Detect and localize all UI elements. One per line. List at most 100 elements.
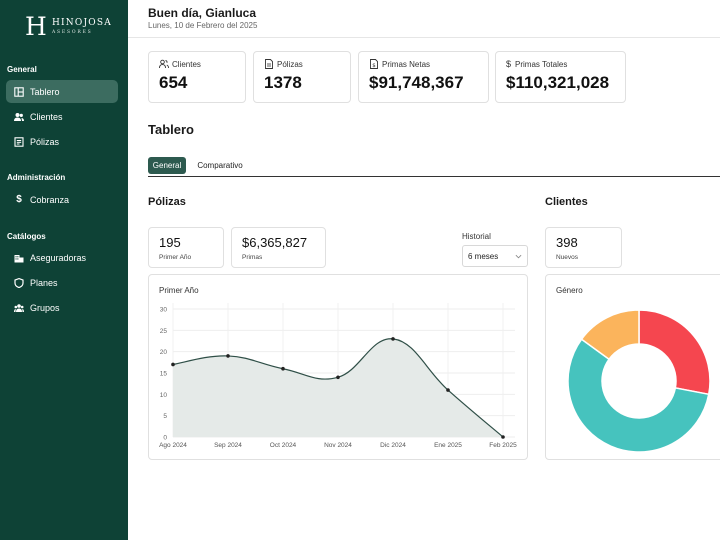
- nav-section-administracion: Administración: [7, 173, 66, 182]
- kpi-value: 398: [556, 235, 578, 250]
- dollar-icon: $: [16, 194, 22, 205]
- sidebar-item-planes[interactable]: Planes: [6, 271, 118, 294]
- pie-slice: [567, 338, 710, 453]
- stat-label-row: Pólizas: [264, 59, 350, 69]
- sidebar-item-label: Aseguradoras: [30, 252, 87, 263]
- sidebar-item-label: Clientes: [30, 111, 63, 122]
- data-point: [501, 435, 505, 439]
- sidebar-item-grupos[interactable]: Grupos: [6, 296, 118, 319]
- y-tick-label: 5: [163, 413, 167, 420]
- stat-label: Primas Totales: [515, 59, 568, 69]
- x-tick-label: Oct 2024: [270, 442, 297, 449]
- y-tick-label: 0: [163, 435, 167, 442]
- y-tick-label: 10: [160, 392, 168, 399]
- users-icon: [14, 112, 24, 122]
- pie-slice: [638, 309, 711, 396]
- sidebar-item-label: Planes: [30, 277, 58, 288]
- stat-card-primas-totales: $ Primas Totales $110,321,028: [495, 51, 626, 103]
- stat-value: 654: [159, 73, 188, 92]
- kpi-nuevos: 398 Nuevos: [545, 227, 622, 268]
- shield-icon: [14, 277, 24, 288]
- page-title: Tablero: [148, 122, 194, 137]
- sidebar-item-label: Pólizas: [30, 136, 60, 147]
- historial-value: 6 meses: [468, 251, 499, 261]
- logo-subtitle: ASESORES: [52, 30, 93, 35]
- historial-label: Historial: [462, 232, 491, 241]
- logo-letter: H: [25, 12, 47, 41]
- logo-text: HINOJOSA ASESORES: [52, 18, 112, 36]
- greeting: Buen día, Gianluca: [148, 6, 257, 20]
- stat-card-polizas: Pólizas 1378: [253, 51, 351, 103]
- data-point: [446, 388, 450, 392]
- current-date: Lunes, 10 de Febrero del 2025: [148, 21, 258, 30]
- sidebar-item-polizas[interactable]: Pólizas: [6, 130, 118, 153]
- sidebar-item-label: Cobranza: [30, 194, 70, 205]
- stat-value: $110,321,028: [506, 73, 610, 92]
- chart-title: Género: [556, 286, 583, 295]
- y-tick-label: 30: [160, 307, 168, 314]
- x-tick-label: Nov 2024: [324, 442, 352, 449]
- chart-panel-primer-ano: Primer Año 0 5 10 15 20 25 30 Ago 2024 Sep 2024 O…: [148, 274, 528, 460]
- sidebar-item-clientes[interactable]: Clientes: [6, 105, 118, 128]
- x-tick-label: Dic 2024: [380, 442, 406, 449]
- x-tick-label: Ene 2025: [434, 442, 462, 449]
- kpi-primer-ano: 195 Primer Año: [148, 227, 224, 268]
- kpi-label: Primas: [242, 254, 263, 261]
- stat-value: $91,748,367: [369, 73, 464, 92]
- chevron-down-icon: [515, 254, 522, 259]
- kpi-label: Primer Año: [159, 254, 192, 261]
- stat-label-row: Clientes: [159, 59, 245, 69]
- y-tick-label: 25: [160, 328, 168, 335]
- header-divider: [128, 37, 720, 38]
- stat-card-primas-netas: $ Primas Netas $91,748,367: [358, 51, 489, 103]
- area-fill: [173, 338, 503, 437]
- kpi-primas: $6,365,827 Primas: [231, 227, 326, 268]
- document-dollar-icon: $: [370, 59, 378, 69]
- data-point: [281, 366, 285, 371]
- stat-label: Pólizas: [277, 59, 303, 69]
- users-icon: [159, 59, 169, 69]
- group-icon: [14, 303, 24, 313]
- svg-text:$: $: [372, 63, 376, 69]
- logo[interactable]: H HINOJOSA ASESORES: [25, 12, 111, 41]
- y-tick-label: 15: [160, 371, 168, 378]
- historial-select[interactable]: 6 meses: [462, 245, 528, 267]
- data-point: [391, 337, 395, 341]
- polizas-title: Pólizas: [148, 196, 186, 208]
- chart-panel-genero: Género: [545, 274, 720, 460]
- donut-chart: [567, 309, 711, 453]
- sidebar-item-cobranza[interactable]: $ Cobranza: [6, 188, 118, 211]
- sidebar-item-label: Grupos: [30, 302, 60, 313]
- policy-icon: [14, 136, 24, 147]
- sidebar-item-label: Tablero: [30, 86, 60, 97]
- sidebar-item-aseguradoras[interactable]: Aseguradoras: [6, 246, 118, 269]
- document-icon: [265, 59, 273, 69]
- pie-slice: [580, 309, 640, 361]
- stat-label: Primas Netas: [382, 59, 431, 69]
- data-point: [226, 354, 230, 358]
- tabs-underline: [148, 176, 720, 177]
- sidebar-item-tablero[interactable]: Tablero: [6, 80, 118, 103]
- building-icon: [14, 253, 24, 263]
- x-tick-label: Feb 2025: [489, 442, 517, 449]
- kpi-label: Nuevos: [556, 254, 579, 261]
- y-tick-label: 20: [160, 349, 168, 356]
- dashboard-icon: [14, 86, 24, 97]
- data-point: [336, 375, 340, 380]
- sidebar: H HINOJOSA ASESORES General Tablero Clie…: [0, 0, 128, 540]
- x-tick-label: Sep 2024: [214, 442, 242, 449]
- kpi-value: 195: [159, 235, 181, 250]
- nav-section-catalogos: Catálogos: [7, 232, 46, 241]
- stat-label-row: $ Primas Totales: [506, 59, 625, 69]
- chart-title: Primer Año: [159, 286, 199, 295]
- stat-label: Clientes: [172, 59, 201, 69]
- kpi-value: $6,365,827: [242, 235, 308, 250]
- stat-value: 1378: [264, 73, 302, 92]
- area-chart: 0 5 10 15 20 25 30 Ago 2024 Sep 2024 Oct 2024 Nov …: [159, 303, 517, 449]
- x-tick-label: Ago 2024: [159, 442, 187, 449]
- data-point: [171, 362, 175, 367]
- nav-section-general: General: [7, 65, 37, 74]
- tab-general[interactable]: General: [148, 157, 186, 174]
- logo-name: HINOJOSA: [52, 18, 112, 28]
- tab-comparativo[interactable]: Comparativo: [197, 161, 243, 170]
